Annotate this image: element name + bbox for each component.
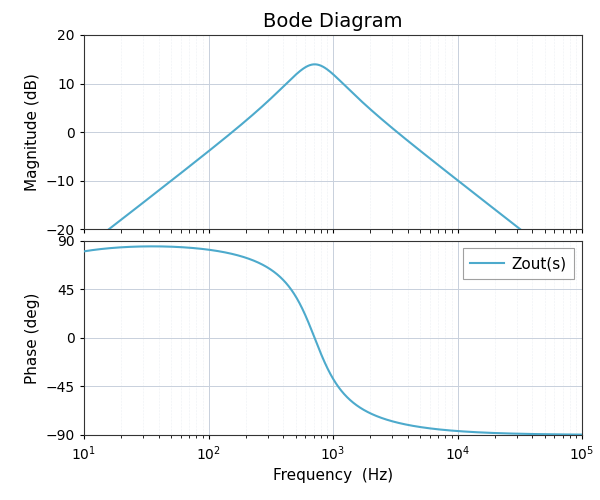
Legend: Zout(s): Zout(s) [463, 248, 574, 278]
Y-axis label: Phase (deg): Phase (deg) [25, 292, 40, 384]
Y-axis label: Magnitude (dB): Magnitude (dB) [25, 73, 40, 191]
X-axis label: Frequency  (Hz): Frequency (Hz) [273, 468, 393, 483]
Title: Bode Diagram: Bode Diagram [263, 12, 403, 30]
